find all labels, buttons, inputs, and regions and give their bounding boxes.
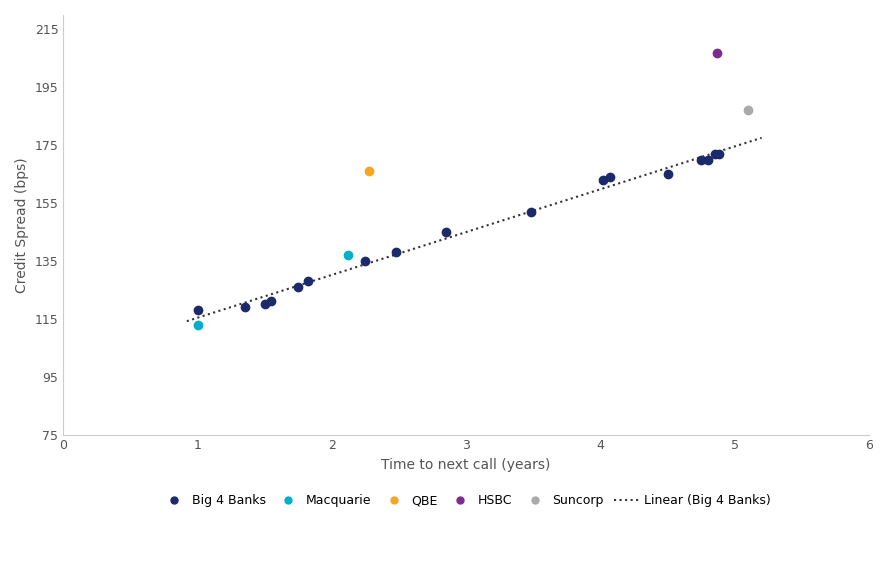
Point <box>711 149 725 158</box>
Point <box>708 149 722 158</box>
Point <box>341 250 355 259</box>
Point <box>265 297 279 306</box>
Point <box>741 106 756 115</box>
Point <box>694 155 709 164</box>
Point <box>362 167 377 176</box>
Point <box>524 207 538 216</box>
Point <box>389 248 403 257</box>
Point <box>237 303 251 312</box>
Y-axis label: Credit Spread (bps): Credit Spread (bps) <box>15 157 29 293</box>
Point <box>701 155 715 164</box>
Point <box>191 306 205 315</box>
Point <box>710 48 725 57</box>
Point <box>596 175 610 184</box>
Point <box>439 227 453 236</box>
Point <box>301 277 315 286</box>
Point <box>258 300 272 309</box>
Point <box>359 257 373 266</box>
Point <box>661 170 675 179</box>
Point <box>191 320 205 329</box>
Point <box>291 283 305 292</box>
Point <box>603 173 617 182</box>
Legend: Big 4 Banks, Macquarie, QBE, HSBC, Suncorp, Linear (Big 4 Banks): Big 4 Banks, Macquarie, QBE, HSBC, Sunco… <box>157 489 775 512</box>
X-axis label: Time to next call (years): Time to next call (years) <box>382 458 551 472</box>
